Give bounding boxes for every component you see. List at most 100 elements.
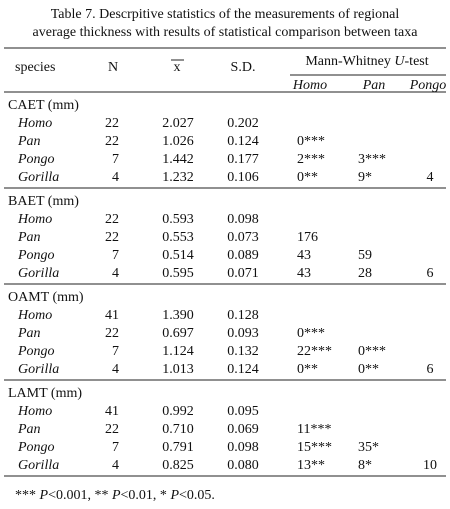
test-header-part: Mann-Whitney bbox=[305, 54, 394, 69]
species: Pan bbox=[17, 326, 41, 341]
group-label: OAMT (mm) bbox=[8, 290, 84, 305]
col-header: species bbox=[15, 60, 55, 75]
test-value: 10 bbox=[423, 458, 437, 473]
sd: 0.106 bbox=[227, 170, 259, 185]
sd: 0.069 bbox=[227, 422, 259, 437]
species: Homo bbox=[17, 308, 52, 323]
species: Pan bbox=[17, 422, 41, 437]
sd: 0.089 bbox=[227, 248, 259, 263]
n: 4 bbox=[112, 266, 119, 281]
test-value: 8* bbox=[358, 458, 372, 473]
mean: 0.825 bbox=[162, 458, 194, 473]
group-label: CAET (mm) bbox=[8, 98, 79, 113]
test-value: 6 bbox=[427, 266, 434, 281]
test-value: 28 bbox=[358, 266, 372, 281]
sd: 0.080 bbox=[227, 458, 259, 473]
test-value: 35* bbox=[358, 440, 379, 455]
species: Pongo bbox=[17, 152, 55, 167]
n: 22 bbox=[105, 134, 119, 149]
footnote: *** P<0.001, ** P<0.01, * P<0.05. bbox=[15, 488, 215, 503]
species: Homo bbox=[17, 212, 52, 227]
test-value: 0*** bbox=[297, 134, 325, 149]
test-value: 9* bbox=[358, 170, 372, 185]
footnote-part: <0.01, * bbox=[121, 488, 171, 503]
footnote-part: P bbox=[169, 488, 179, 503]
species: Homo bbox=[17, 116, 52, 131]
footnote-part: <0.05. bbox=[179, 488, 215, 503]
sd: 0.202 bbox=[227, 116, 259, 131]
mean: 0.791 bbox=[162, 440, 194, 455]
species: Homo bbox=[17, 404, 52, 419]
n: 4 bbox=[112, 170, 119, 185]
test-value: 13** bbox=[297, 458, 325, 473]
test-value: 22*** bbox=[297, 344, 332, 359]
test-header-part: -test bbox=[405, 54, 429, 69]
n: 22 bbox=[105, 326, 119, 341]
test-value: 0** bbox=[297, 170, 318, 185]
n: 22 bbox=[105, 422, 119, 437]
sd: 0.128 bbox=[227, 308, 259, 323]
group-label: BAET (mm) bbox=[8, 194, 79, 209]
col-header: S.D. bbox=[231, 60, 256, 75]
col-header: N bbox=[108, 60, 118, 75]
test-value: 59 bbox=[358, 248, 372, 263]
mean: 0.514 bbox=[162, 248, 194, 263]
mean: 1.232 bbox=[162, 170, 194, 185]
comparison-header: Homo bbox=[292, 78, 327, 93]
mean: 0.593 bbox=[162, 212, 194, 227]
test-header-part: U bbox=[394, 54, 405, 69]
species: Pongo bbox=[17, 248, 55, 263]
sd: 0.177 bbox=[227, 152, 259, 167]
sd: 0.124 bbox=[227, 134, 259, 149]
footnote-part: P bbox=[39, 488, 49, 503]
mean: 0.595 bbox=[162, 266, 194, 281]
test-value: 3*** bbox=[358, 152, 386, 167]
test-value: 176 bbox=[297, 230, 318, 245]
mean: 0.697 bbox=[162, 326, 194, 341]
test-value: 43 bbox=[297, 266, 311, 281]
test-value: 0*** bbox=[358, 344, 386, 359]
sd: 0.098 bbox=[227, 440, 259, 455]
footnote-part: P bbox=[111, 488, 121, 503]
n: 7 bbox=[112, 344, 119, 359]
mean: 1.442 bbox=[162, 152, 194, 167]
species: Gorilla bbox=[18, 266, 59, 281]
n: 7 bbox=[112, 152, 119, 167]
sd: 0.093 bbox=[227, 326, 259, 341]
mean: 1.390 bbox=[162, 308, 194, 323]
n: 7 bbox=[112, 440, 119, 455]
sd: 0.124 bbox=[227, 362, 259, 377]
test-value: 2*** bbox=[297, 152, 325, 167]
species: Gorilla bbox=[18, 458, 59, 473]
mean: 1.013 bbox=[162, 362, 194, 377]
table-title: Table 7. Descrpitive statistics of the m… bbox=[51, 7, 400, 22]
test-value: 11*** bbox=[297, 422, 331, 437]
sd: 0.073 bbox=[227, 230, 259, 245]
n: 41 bbox=[105, 308, 119, 323]
n: 4 bbox=[112, 362, 119, 377]
mean: 1.124 bbox=[162, 344, 194, 359]
test-value: 6 bbox=[427, 362, 434, 377]
test-value: 0*** bbox=[297, 326, 325, 341]
mean: 0.992 bbox=[162, 404, 194, 419]
test-value: 0** bbox=[358, 362, 379, 377]
comparison-header: Pan bbox=[362, 78, 386, 93]
species: Gorilla bbox=[18, 170, 59, 185]
n: 4 bbox=[112, 458, 119, 473]
test-value: 0** bbox=[297, 362, 318, 377]
species: Pan bbox=[17, 230, 41, 245]
col-header: x bbox=[174, 60, 181, 75]
test-value: 4 bbox=[427, 170, 434, 185]
n: 22 bbox=[105, 116, 119, 131]
mean: 0.553 bbox=[162, 230, 194, 245]
sd: 0.071 bbox=[227, 266, 259, 281]
n: 22 bbox=[105, 230, 119, 245]
species: Pongo bbox=[17, 440, 55, 455]
footnote-part: *** bbox=[15, 488, 40, 503]
n: 22 bbox=[105, 212, 119, 227]
table-title: average thickness with results of statis… bbox=[33, 25, 419, 40]
species: Pan bbox=[17, 134, 41, 149]
comparison-header: Pongo bbox=[409, 78, 447, 93]
sd: 0.098 bbox=[227, 212, 259, 227]
